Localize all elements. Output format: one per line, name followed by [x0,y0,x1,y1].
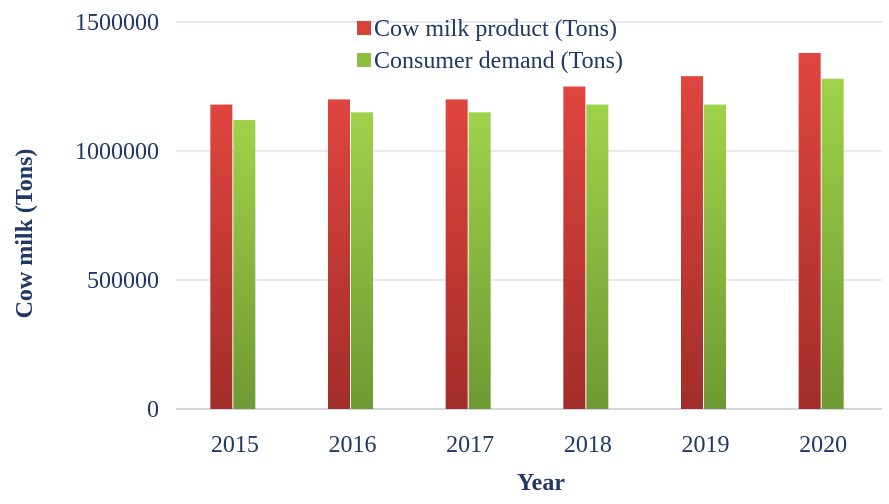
legend-label: Consumer demand (Tons) [374,48,623,74]
x-tick-label: 2019 [682,432,730,458]
legend-label: Cow milk product (Tons) [374,16,617,42]
y-axis-title: Cow milk (Tons) [12,149,38,319]
x-axis-title: Year [517,470,565,496]
bar-cow-milk-product-2017 [445,99,468,410]
bar-cow-milk-product-2019 [681,76,703,410]
bar-consumer-demand-2019 [704,104,726,409]
bar-cow-milk-product-2018 [563,86,586,409]
x-tick-label: 2017 [446,432,494,458]
legend-swatch-cow-milk-product [357,21,371,35]
gridlines [176,21,882,281]
bar-consumer-demand-2015 [233,120,256,409]
bar-consumer-demand-2017 [468,112,491,410]
bars [210,52,844,410]
y-tick-label: 1000000 [75,139,159,165]
bar-consumer-demand-2018 [586,104,609,409]
y-tick-label: 0 [147,397,159,423]
bar-cow-milk-product-2020 [798,52,821,410]
y-tick-label: 500000 [87,268,159,294]
bar-cow-milk-product-2015 [210,104,233,409]
x-tick-label: 2016 [329,432,377,458]
x-tick-label: 2018 [564,432,612,458]
bar-consumer-demand-2020 [821,78,844,409]
y-tick-label: 1500000 [75,10,159,36]
labels: 0 500000 1000000 1500000 2015 2016 2017 2018 201… [12,10,847,496]
legend-swatch-consumer-demand [357,53,371,67]
bar-cow-milk-product-2016 [328,99,350,410]
bar-consumer-demand-2016 [351,112,373,410]
x-tick-label: 2020 [799,432,847,458]
legend: Cow milk product (Tons) Consumer demand (… [357,16,623,74]
x-tick-label: 2015 [211,432,259,458]
